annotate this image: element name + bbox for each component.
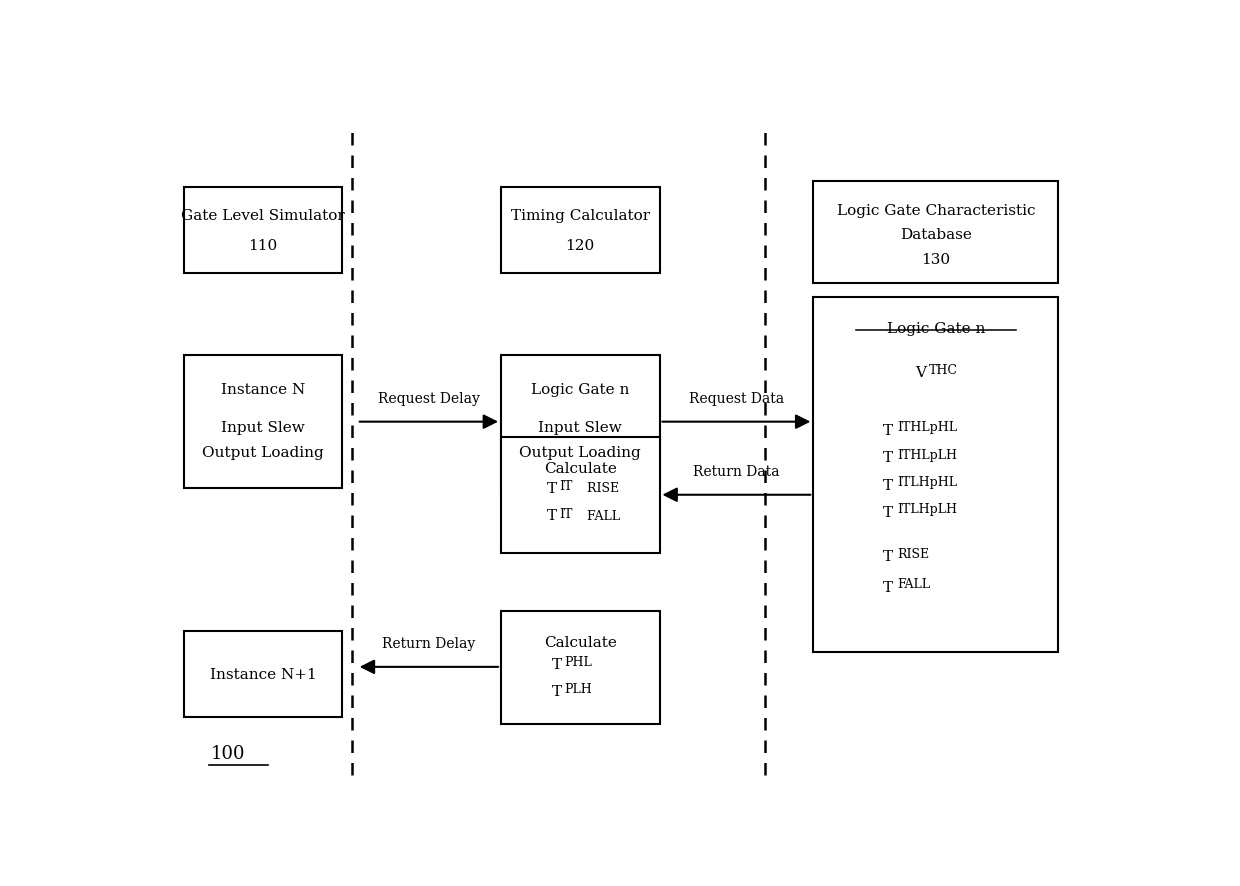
- Text: THC: THC: [929, 363, 959, 377]
- Text: Input Slew: Input Slew: [221, 420, 305, 434]
- Text: Timing Calculator: Timing Calculator: [511, 209, 650, 222]
- Text: Gate Level Simulator: Gate Level Simulator: [181, 209, 345, 222]
- Text: Logic Gate Characteristic: Logic Gate Characteristic: [837, 204, 1035, 218]
- Text: T: T: [547, 509, 557, 523]
- Text: ITHLpLH: ITHLpLH: [898, 448, 957, 461]
- Text: Request Data: Request Data: [689, 392, 784, 406]
- Bar: [501, 437, 660, 553]
- Text: IT: IT: [559, 480, 573, 493]
- Text: Return Delay: Return Delay: [382, 637, 475, 650]
- Text: ITLHpHL: ITLHpHL: [898, 476, 957, 488]
- Text: Logic Gate n: Logic Gate n: [887, 322, 985, 335]
- Bar: [501, 355, 660, 488]
- Bar: [184, 355, 342, 488]
- Text: Input Slew: Input Slew: [538, 420, 622, 434]
- Text: PLH: PLH: [564, 682, 591, 696]
- Text: 130: 130: [921, 253, 950, 267]
- Text: Instance N: Instance N: [221, 383, 305, 397]
- Bar: [813, 298, 1059, 652]
- Text: Logic Gate n: Logic Gate n: [531, 383, 630, 397]
- Text: Calculate: Calculate: [544, 635, 616, 649]
- Text: PHL: PHL: [564, 655, 591, 668]
- Bar: [813, 182, 1059, 284]
- Text: T: T: [552, 657, 562, 671]
- Text: Calculate: Calculate: [544, 461, 616, 475]
- Text: Return Data: Return Data: [693, 465, 780, 478]
- Text: Instance N+1: Instance N+1: [210, 667, 316, 681]
- Bar: [501, 188, 660, 274]
- Text: T: T: [883, 478, 893, 492]
- Text: T: T: [883, 451, 893, 465]
- Text: T: T: [883, 505, 893, 519]
- Text: 100: 100: [211, 744, 246, 763]
- Text: T: T: [883, 580, 893, 595]
- Text: FALL: FALL: [583, 509, 620, 522]
- Text: IT: IT: [559, 507, 573, 520]
- Text: ITLHpLH: ITLHpLH: [898, 502, 957, 516]
- Bar: [501, 611, 660, 724]
- Text: FALL: FALL: [898, 578, 930, 591]
- Text: Request Delay: Request Delay: [378, 392, 480, 406]
- Bar: [184, 632, 342, 717]
- Text: RISE: RISE: [898, 547, 930, 560]
- Text: Output Loading: Output Loading: [520, 446, 641, 460]
- Text: T: T: [547, 481, 557, 495]
- Text: Output Loading: Output Loading: [202, 446, 324, 460]
- Text: T: T: [883, 424, 893, 438]
- Text: T: T: [883, 549, 893, 563]
- Text: 120: 120: [565, 239, 595, 253]
- Text: T: T: [552, 684, 562, 698]
- Text: Database: Database: [900, 228, 972, 242]
- Text: V: V: [915, 366, 926, 379]
- Text: ITHLpHL: ITHLpHL: [898, 421, 957, 434]
- Text: RISE: RISE: [583, 482, 619, 495]
- Text: 110: 110: [248, 239, 278, 253]
- Bar: [184, 188, 342, 274]
